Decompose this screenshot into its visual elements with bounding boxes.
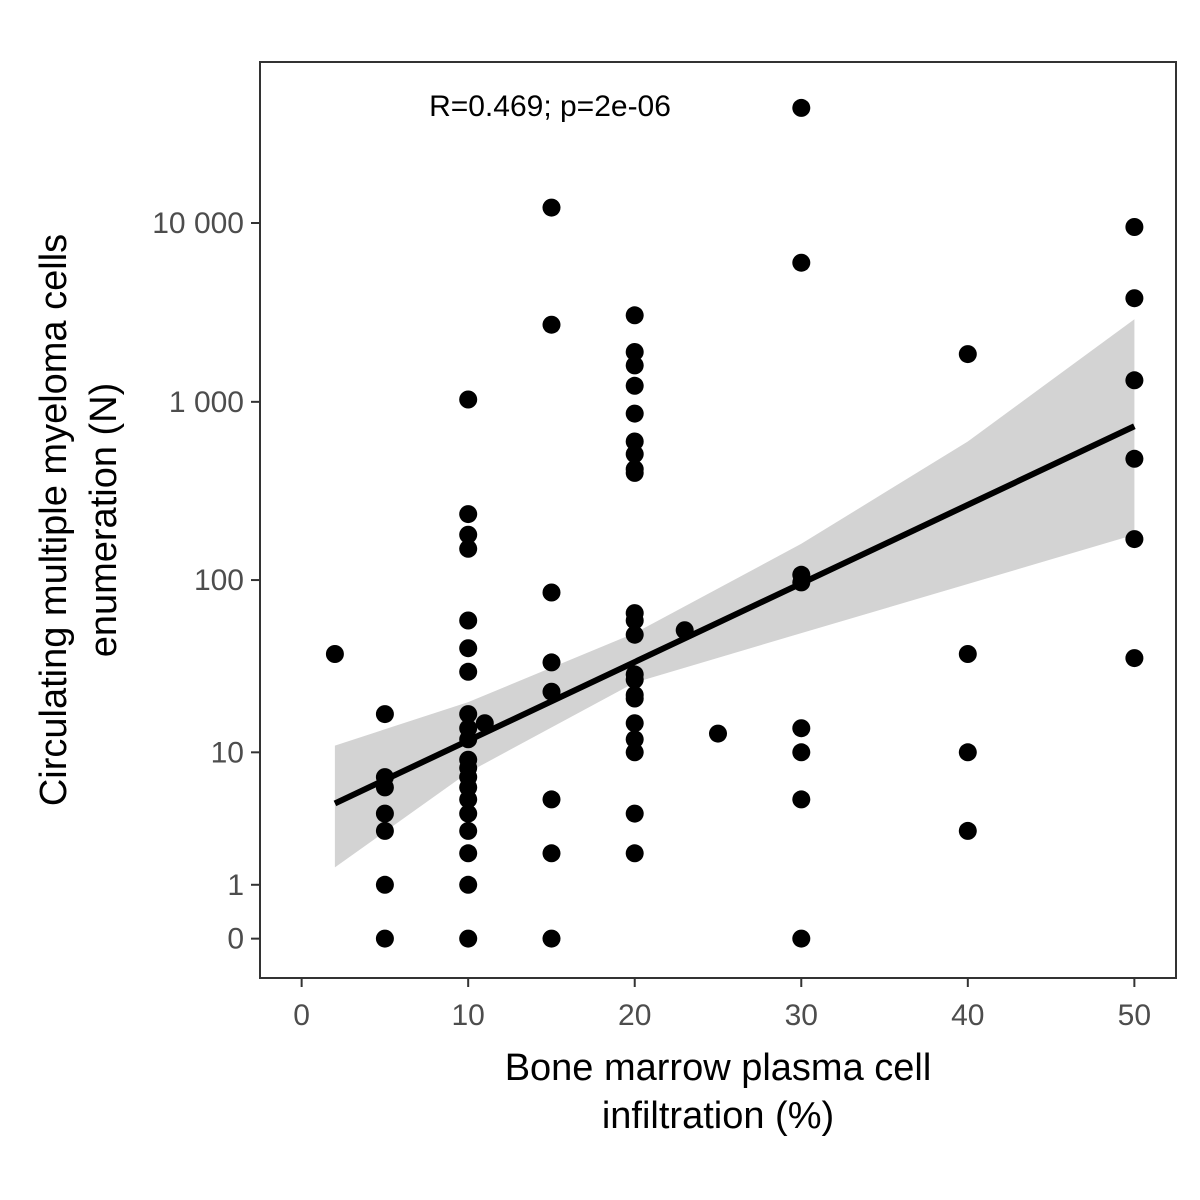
data-point [625,714,644,733]
data-point [625,343,644,361]
data-point [625,625,644,644]
y-tick-label: 1 000 [169,386,244,419]
correlation-annotation: R=0.469; p=2e-06 [429,90,671,123]
data-point [542,682,561,701]
x-tick-label: 50 [1118,999,1151,1032]
y-axis: 0 1 10 100 1 000 10 000 [152,207,260,956]
data-point [792,253,811,272]
data-point [1125,449,1144,468]
data-point [459,505,478,524]
x-tick-label: 30 [785,999,818,1032]
data-point [459,875,478,894]
data-point [792,743,811,762]
data-point [958,821,977,840]
data-point [459,730,478,749]
data-point [459,390,478,409]
data-point [375,929,394,948]
data-point [542,929,561,948]
data-point [459,821,478,840]
data-point [459,639,478,658]
confidence-band-layer [334,319,1135,868]
confidence-band [334,319,1135,868]
data-point [542,790,561,809]
data-point [459,525,478,544]
y-tick-label: 100 [194,564,244,597]
data-point [792,98,811,117]
data-point [625,689,644,708]
y-axis-title-line-2: enumeration (N) [83,383,125,658]
data-point [792,929,811,948]
data-point [958,743,977,762]
data-point [958,645,977,663]
data-point [625,376,644,395]
data-point [542,583,561,602]
points-layer [325,98,1144,948]
data-point [625,670,644,689]
data-point [542,198,561,217]
data-point [625,804,644,823]
data-point [625,445,644,464]
x-tick-label: 40 [951,999,984,1032]
data-point [958,345,977,364]
y-tick-label: 10 000 [152,207,244,240]
data-point [792,790,811,809]
data-point [375,821,394,840]
data-point [459,611,478,630]
data-point [375,875,394,894]
data-point [375,705,394,724]
data-point [625,356,644,375]
x-axis-title-line-2: infiltration (%) [602,1095,834,1137]
data-point [459,662,478,681]
data-point [625,432,644,451]
x-axis-title-line-1: Bone marrow plasma cell [505,1047,932,1089]
data-point [709,724,727,743]
data-point [459,804,478,823]
y-tick-label: 1 [227,869,244,902]
data-point [625,404,644,423]
data-point [375,778,394,797]
data-point [1125,371,1144,390]
data-point [459,539,478,558]
y-axis-title-line-1: Circulating multiple myeloma cells [33,234,75,806]
data-point [459,790,478,809]
data-point [1125,289,1144,308]
data-point [625,730,644,749]
plot-panel-border [259,61,1177,979]
data-point [459,929,478,948]
data-point [792,573,811,592]
x-axis: 0 10 20 30 40 50 [293,978,1151,1032]
data-point [625,463,644,482]
data-point [375,804,394,823]
data-point [1125,530,1144,549]
data-point [542,844,561,863]
x-tick-label: 10 [451,999,484,1032]
x-tick-label: 0 [293,999,310,1032]
data-point [459,705,478,724]
data-point [792,719,811,738]
data-point [625,743,644,762]
y-tick-label: 0 [227,923,244,956]
data-point [475,714,494,733]
data-point [542,653,561,672]
data-point [459,844,478,863]
data-point [675,621,694,640]
data-point [625,844,644,863]
y-tick-label: 10 [211,736,244,769]
data-point [1125,218,1144,236]
data-point [1125,649,1144,668]
x-tick-label: 20 [618,999,651,1032]
data-point [625,306,644,325]
data-point [625,611,644,630]
data-point [542,315,561,334]
data-point [325,645,344,663]
